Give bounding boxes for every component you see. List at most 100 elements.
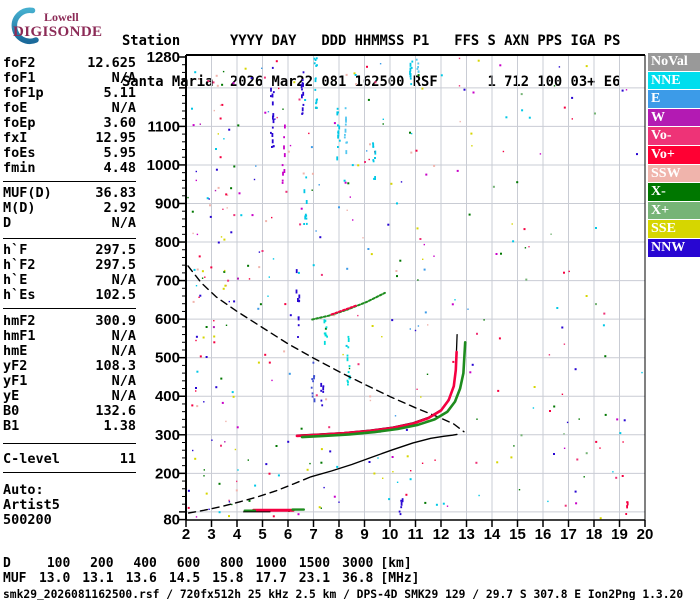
svg-text:10: 10	[382, 526, 399, 543]
legend-item-nnw: NNW	[648, 238, 700, 257]
svg-text:11: 11	[408, 526, 424, 543]
distance-value: 1500	[298, 556, 331, 571]
muf-value: 14.5	[168, 571, 201, 586]
param-row-fof2: foF2 12.625	[3, 56, 136, 71]
param-row-yf2: yF2 108.3	[3, 359, 136, 374]
distance-value: 200	[90, 556, 114, 571]
muf-value: 13.1	[82, 571, 114, 586]
second-hop-o-trace	[330, 304, 358, 316]
svg-text:400: 400	[155, 388, 180, 405]
param-label: fxI	[3, 131, 28, 146]
muf-row: MUF 13.0 13.1 13.6 14.5 15.8 17.7 23.1 36.8 [MHz]	[3, 572, 420, 586]
legend-item-nne: NNE	[648, 71, 700, 90]
param-value: 12.95	[95, 131, 136, 146]
param-label: foEs	[3, 146, 36, 161]
param-label: yF1	[3, 374, 28, 389]
param-value: N/A	[111, 101, 136, 116]
distance-value: 400	[133, 556, 157, 571]
svg-text:14: 14	[484, 526, 501, 543]
param-value: 297.5	[95, 258, 136, 273]
param-label: h`F2	[3, 258, 36, 273]
muf-label: MUF	[3, 571, 27, 586]
scaled-parameters-panel: foF2 12.625 foF1 N/A foF1p 5.11 foE N/A foEp 3.60…	[3, 56, 136, 528]
svg-text:17: 17	[560, 526, 577, 543]
muf-value: 36.8	[342, 571, 374, 586]
panel-divider	[3, 472, 136, 473]
panel-divider	[3, 308, 136, 309]
param-label: M(D)	[3, 201, 36, 216]
param-value: N/A	[111, 374, 136, 389]
param-row-he: h`E N/A	[3, 273, 136, 288]
param-row-fxi: fxI 12.95	[3, 131, 136, 146]
station-header: Station YYYY DAY DDD HHMMSS P1 FFS S AXN…	[122, 7, 620, 117]
param-row-hes: h`Es 102.5	[3, 288, 136, 303]
svg-text:1000: 1000	[147, 157, 180, 174]
forecast-curve-dashed	[187, 265, 465, 433]
muf-value: 15.8	[212, 571, 244, 586]
param-row-yf1: yF1 N/A	[3, 374, 136, 389]
muf-unit: [MHz]	[380, 571, 420, 586]
param-row-hmf1: hmF1 N/A	[3, 329, 136, 344]
svg-text:18: 18	[586, 526, 603, 543]
svg-text:80: 80	[163, 512, 180, 529]
param-row-d: D N/A	[3, 216, 136, 231]
param-label: h`Es	[3, 288, 36, 303]
param-value: 36.83	[95, 186, 136, 201]
param-value: 11	[119, 452, 136, 467]
param-row-foe: foE N/A	[3, 101, 136, 116]
distance-value: 600	[176, 556, 201, 571]
svg-text:19: 19	[611, 526, 628, 543]
param-label: 500200	[3, 513, 52, 528]
param-row-500200: 500200	[3, 513, 136, 528]
legend-item-ssw: SSW	[648, 164, 700, 183]
param-label: yF2	[3, 359, 28, 374]
velocity-direction-legend: NoVal NNE E W Vo- Vo+ SSW X- X+ SSE NNW	[648, 53, 700, 258]
svg-text:500: 500	[155, 350, 180, 367]
legend-item-e: E	[648, 90, 700, 108]
param-label: fmin	[3, 161, 36, 176]
param-value: 5.95	[103, 146, 136, 161]
param-value: 108.3	[95, 359, 136, 374]
status-bar: smk29_2026081162500.rsf / 720fx512h 25 k…	[3, 588, 684, 600]
param-value: N/A	[111, 273, 136, 288]
param-row-hmf2: hmF2 300.9	[3, 314, 136, 329]
param-label: foF2	[3, 56, 36, 71]
param-row-fmin: fmin 4.48	[3, 161, 136, 176]
panel-divider	[3, 443, 136, 444]
panel-divider	[3, 181, 136, 182]
distance-unit: [km]	[380, 556, 412, 571]
svg-text:700: 700	[155, 273, 180, 290]
svg-text:4: 4	[233, 526, 242, 543]
param-value: N/A	[111, 71, 136, 86]
logo-text-digisonde: DIGISONDE	[13, 24, 103, 40]
distance-label: D	[3, 556, 11, 571]
param-row-fof1p: foF1p 5.11	[3, 86, 136, 101]
param-row-fof1: foF1 N/A	[3, 71, 136, 86]
svg-text:12: 12	[433, 526, 450, 543]
param-row-hf2: h`F2 297.5	[3, 258, 136, 273]
param-label: B0	[3, 404, 20, 419]
param-label: foEp	[3, 116, 36, 131]
param-value: 297.5	[95, 243, 136, 258]
svg-text:600: 600	[155, 311, 180, 328]
param-label: h`E	[3, 273, 28, 288]
param-label: C-level	[3, 452, 60, 467]
param-label: hmE	[3, 344, 28, 359]
param-label: foE	[3, 101, 28, 116]
param-label: MUF(D)	[3, 186, 52, 201]
param-row-ye: yE N/A	[3, 389, 136, 404]
svg-text:1100: 1100	[147, 118, 180, 135]
svg-text:200: 200	[155, 465, 180, 482]
svg-text:3: 3	[207, 526, 215, 543]
param-value: 2.92	[103, 201, 136, 216]
distance-row: D 100 200 400 600 800 1000 1500 3000 [km]	[3, 557, 412, 571]
param-value: 5.11	[103, 86, 136, 101]
param-value: N/A	[111, 216, 136, 231]
param-row-artist5: Artist5	[3, 498, 136, 513]
x-trace	[300, 341, 467, 439]
param-value: 4.48	[103, 161, 136, 176]
svg-text:5: 5	[258, 526, 266, 543]
muf-value: 13.0	[38, 571, 71, 586]
